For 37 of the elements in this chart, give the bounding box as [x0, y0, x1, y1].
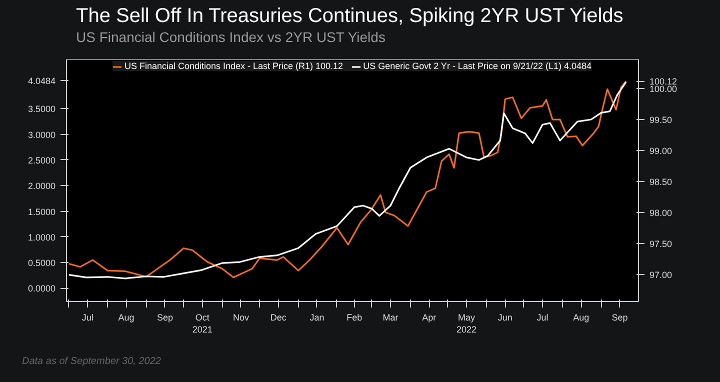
y2-tick-label: 97.00: [650, 270, 672, 280]
y-tick-label: 2.5000: [28, 155, 56, 166]
x-tick-label: Oct 2021: [192, 312, 212, 334]
y2-tick-label: 97.50: [650, 238, 672, 249]
legend-label: US Financial Conditions Index - Last Price (R1) 100.12: [124, 61, 344, 71]
x-tick-label: Feb: [346, 312, 362, 322]
x-tick-label: Aug: [118, 312, 134, 322]
y-tick-label: 1.5000: [28, 206, 56, 217]
x-tick-label: Jun: [498, 312, 512, 322]
text: Data as of September 30, 2022: [22, 355, 161, 369]
y2-tick-label: 100.12: [650, 76, 678, 87]
x-tick-label: May 2022: [456, 312, 477, 334]
y-tick-label: 4.0484: [28, 76, 56, 86]
x-tick-label: Jul: [536, 312, 548, 322]
x-tick-label: Apr: [422, 312, 436, 322]
chart-subtitle: US Financial Conditions Index vs 2YR UST Yields: [76, 28, 386, 46]
x-tick-label: Jan: [310, 312, 324, 322]
x-tick-label: Mar: [382, 312, 398, 322]
legend-label: US Generic Govt 2 Yr - Last Price on 9/21/22 (L1) 4.0484: [363, 61, 592, 71]
y-tick-label: 2.0000: [28, 181, 56, 192]
y-tick-label: 0.5000: [28, 258, 56, 268]
chart-title: The Sell Off In Treasuries Continues, Spiking 2YR UST Yields: [76, 4, 624, 28]
y-tick-label: 0.0000: [28, 284, 56, 294]
y-tick-label: 1.0000: [28, 232, 56, 242]
y2-tick-label: 100.00: [650, 84, 678, 94]
y2-tick-label: 99.00: [650, 146, 672, 156]
x-tick-label: Aug: [573, 312, 590, 322]
y2-tick-label: 98.50: [650, 176, 672, 187]
x-tick-label: Sep: [612, 312, 628, 322]
x-tick-label: Nov: [232, 312, 250, 322]
y2-tick-label: 99.50: [650, 115, 672, 126]
y2-tick-label: 98.00: [650, 208, 672, 218]
y-tick-label: 3.0000: [28, 130, 56, 140]
x-tick-label: Sep: [156, 312, 173, 322]
x-tick-label: Jul: [82, 312, 94, 322]
y-tick-label: 3.5000: [28, 104, 56, 114]
x-tick-label: Dec: [270, 312, 287, 322]
